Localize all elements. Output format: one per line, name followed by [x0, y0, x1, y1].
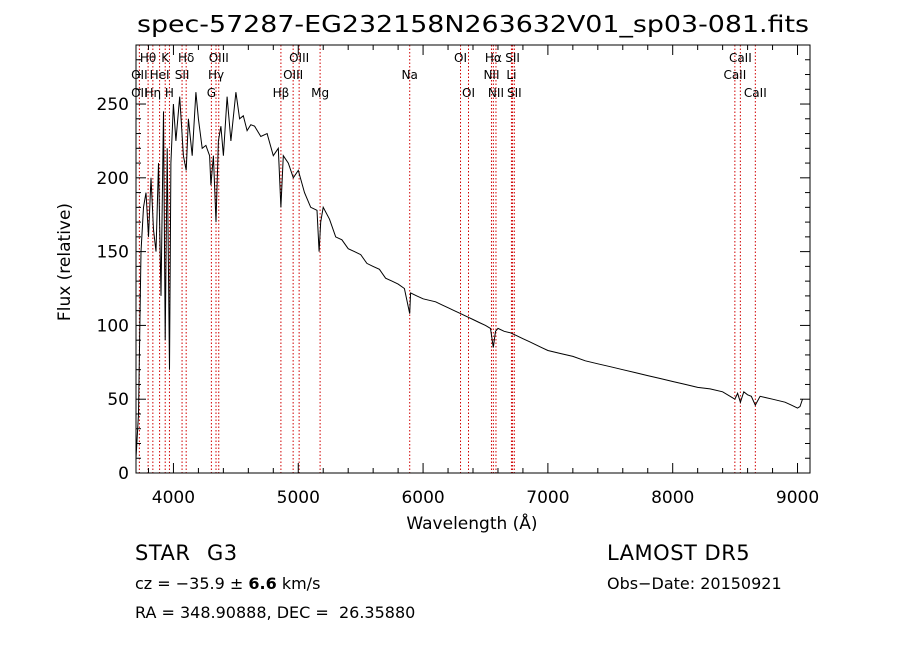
coordinates: RA = 348.90888, DEC = 26.35880 [135, 603, 416, 622]
y-tick-label: 200 [97, 169, 129, 189]
emission-line-label: Hγ [208, 68, 224, 82]
cz-error: 6.6 [248, 574, 277, 593]
y-axis: 0 50 100 150 200 250 [97, 59, 810, 484]
emission-line-label: NII [488, 86, 504, 100]
emission-line-label: Hδ [178, 51, 194, 65]
emission-line-label: OIII [283, 68, 303, 82]
cz-prefix: cz = −35.9 ± [135, 574, 249, 593]
y-tick-label: 100 [97, 316, 129, 336]
emission-line-label: Hβ [273, 86, 290, 100]
emission-line-label: OI [462, 86, 475, 100]
emission-line-label: Na [402, 68, 418, 82]
emission-line-label: Hα [485, 51, 502, 65]
emission-line-label: HeI [150, 68, 170, 82]
emission-line-label: Hθ [140, 51, 156, 65]
x-tick-label: 8000 [651, 488, 694, 508]
emission-line-label: OII [131, 86, 148, 100]
redshift-velocity: cz = −35.9 ± 6.6 km/s [135, 574, 320, 593]
emission-line-label: G [207, 86, 216, 100]
object-subclass: G3 [207, 541, 238, 565]
emission-line-markers [138, 45, 756, 473]
x-tick-label: 7000 [526, 488, 569, 508]
x-tick-label: 6000 [401, 488, 444, 508]
x-tick-label: 9000 [776, 488, 819, 508]
x-axis: 4000 5000 6000 7000 8000 9000 [147, 45, 819, 508]
emission-line-label: CaII [723, 68, 746, 82]
y-axis-label: Flux (relative) [55, 203, 75, 321]
emission-line-label: OIII [209, 51, 229, 65]
plot-frame [135, 44, 811, 474]
x-axis-label: Wavelength (Å) [406, 512, 537, 534]
object-class: STAR [135, 541, 191, 565]
emission-line-label: Hη [145, 86, 162, 100]
y-tick-label: 250 [97, 95, 129, 115]
observation-date: Obs−Date: 20150921 [607, 574, 782, 593]
emission-line-label: OI [454, 51, 467, 65]
x-tick-label: 4000 [152, 488, 195, 508]
y-tick-label: 0 [118, 464, 129, 484]
emission-line-label: Mg [311, 86, 329, 100]
survey-name: LAMOST DR5 [607, 541, 751, 565]
emission-line-label: H [165, 86, 174, 100]
emission-line-label: Li [506, 68, 516, 82]
emission-line-label: NII [483, 68, 499, 82]
y-tick-label: 150 [97, 243, 129, 263]
emission-line-label: K [161, 51, 170, 65]
emission-line-label: SII [507, 86, 522, 100]
cz-unit: km/s [276, 574, 321, 593]
emission-line-label: SII [175, 68, 190, 82]
emission-line-label: CaII [729, 51, 752, 65]
spectrum-line [135, 92, 803, 459]
emission-line-label: CaII [744, 86, 767, 100]
y-tick-label: 50 [107, 390, 129, 410]
x-tick-label: 5000 [277, 488, 320, 508]
emission-line-label: OIII [289, 51, 309, 65]
chart-title: spec-57287-EG232158N263632V01_sp03-081.f… [137, 12, 809, 38]
emission-line-label: SII [505, 51, 520, 65]
